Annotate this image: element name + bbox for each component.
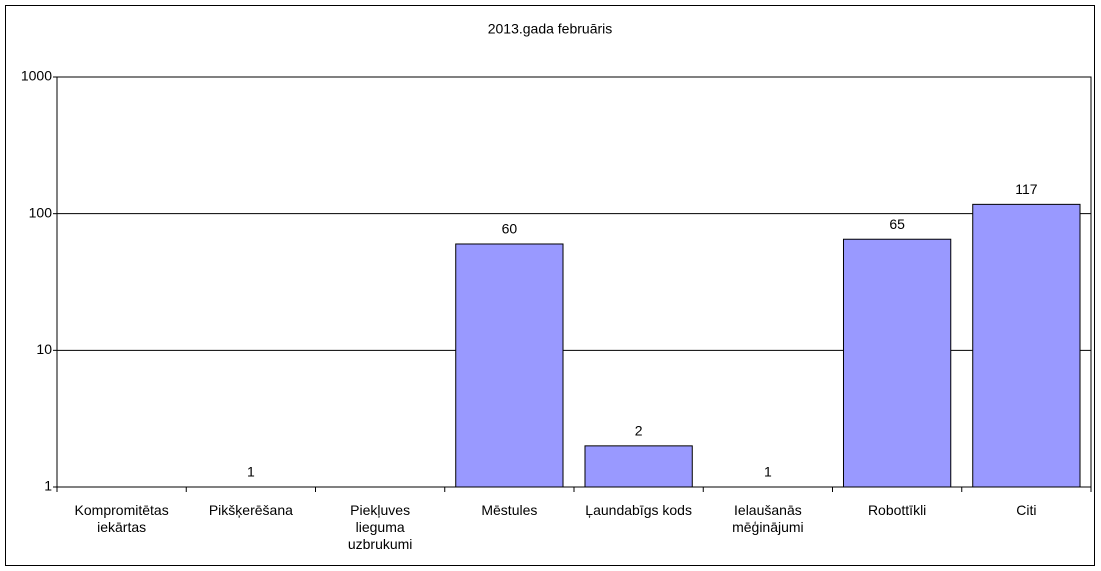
value-label: 60: [502, 221, 518, 237]
value-label: 1: [764, 464, 772, 480]
value-label: 117: [1015, 181, 1038, 197]
y-tick-label: 10: [36, 341, 52, 357]
x-tick-label: Ielaušanās mēģinājumi: [732, 502, 804, 535]
chart-title: 2013.gada februāris: [488, 21, 613, 37]
x-tick-label: Pikšķerēšana: [208, 502, 293, 518]
bar: [972, 203, 1081, 488]
value-label: 65: [889, 216, 905, 232]
y-tick-label: 1000: [21, 68, 52, 84]
x-tick-label: Citi: [1016, 502, 1037, 518]
x-tick-label: Ļaundabīgs kods: [585, 502, 692, 518]
value-label: 2: [635, 423, 643, 439]
x-tick-label: Mēstules: [481, 502, 538, 518]
x-tick-label: Piekļuves lieguma uzbrukumi: [347, 502, 413, 552]
value-label: 1: [247, 464, 255, 480]
x-tick-label: Kompromitētas iekārtas: [74, 502, 169, 535]
bar: [584, 445, 693, 488]
y-tick-label: 1: [44, 478, 52, 494]
x-tick-label: Robottīkli: [867, 502, 927, 518]
bar: [455, 243, 564, 488]
y-tick-label: 100: [29, 204, 53, 220]
bar: [842, 238, 952, 488]
